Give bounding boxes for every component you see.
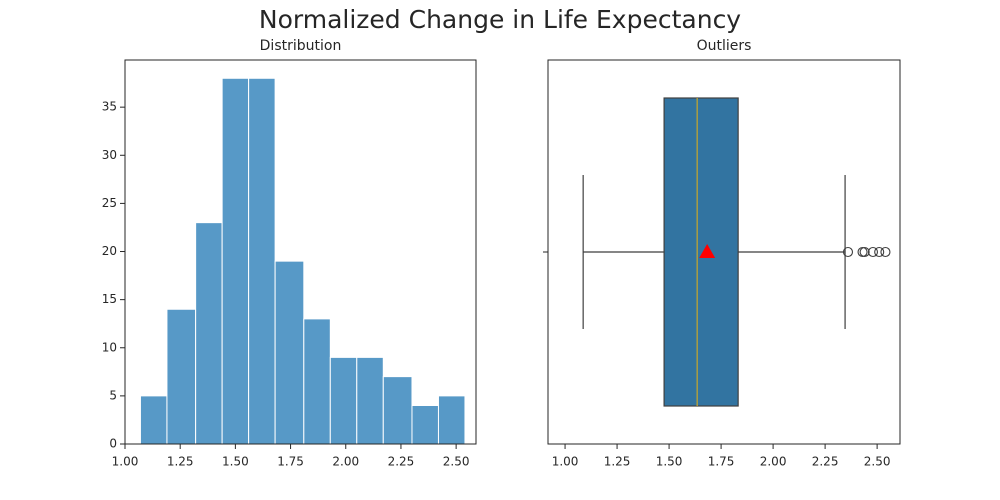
outlier xyxy=(842,246,854,258)
x-tick-label: 2.00 xyxy=(332,455,359,469)
outlier xyxy=(874,246,885,258)
subplot-title: Distribution xyxy=(260,38,342,54)
figure-title: Normalized Change in Life Expectancy xyxy=(259,5,741,34)
mean-marker xyxy=(699,244,716,258)
y-tick-label: 30 xyxy=(102,148,117,162)
x-tick-label: 1.25 xyxy=(167,455,194,469)
bar xyxy=(356,356,384,445)
bar xyxy=(437,395,466,445)
bar xyxy=(166,308,197,445)
y-tick-label: 20 xyxy=(102,244,117,258)
axes-frame xyxy=(547,59,901,445)
x-tick-label: 1.00 xyxy=(552,455,579,469)
axes-frame xyxy=(124,59,477,445)
bar xyxy=(329,356,358,445)
box xyxy=(663,97,739,407)
y-tick-label: 0 xyxy=(109,437,117,451)
bar xyxy=(139,395,168,445)
x-tick-label: 2.25 xyxy=(388,455,415,469)
x-tick-label: 1.75 xyxy=(277,455,304,469)
x-tick-label: 1.25 xyxy=(604,455,631,469)
outlier xyxy=(859,246,870,258)
subplot-title: Outliers xyxy=(697,38,752,54)
bar xyxy=(195,222,223,445)
y-tick-label: 15 xyxy=(102,292,117,306)
bar xyxy=(248,77,276,445)
y-tick-label: 25 xyxy=(102,196,117,210)
outlier xyxy=(880,246,891,258)
x-tick-label: 1.00 xyxy=(112,455,139,469)
x-tick-label: 2.25 xyxy=(812,455,839,469)
bar xyxy=(411,405,439,445)
x-tick-label: 1.75 xyxy=(708,455,735,469)
x-tick-label: 1.50 xyxy=(222,455,249,469)
bar xyxy=(274,260,305,445)
outlier xyxy=(867,246,879,258)
x-tick-label: 2.50 xyxy=(443,455,470,469)
bar xyxy=(221,77,250,445)
bar xyxy=(382,376,413,445)
x-tick-label: 1.50 xyxy=(656,455,683,469)
x-tick-label: 2.00 xyxy=(760,455,787,469)
y-tick-label: 5 xyxy=(109,388,117,402)
bar xyxy=(303,318,331,445)
x-tick-label: 2.50 xyxy=(864,455,891,469)
y-tick-label: 10 xyxy=(102,340,117,354)
y-tick-label: 35 xyxy=(102,100,117,114)
